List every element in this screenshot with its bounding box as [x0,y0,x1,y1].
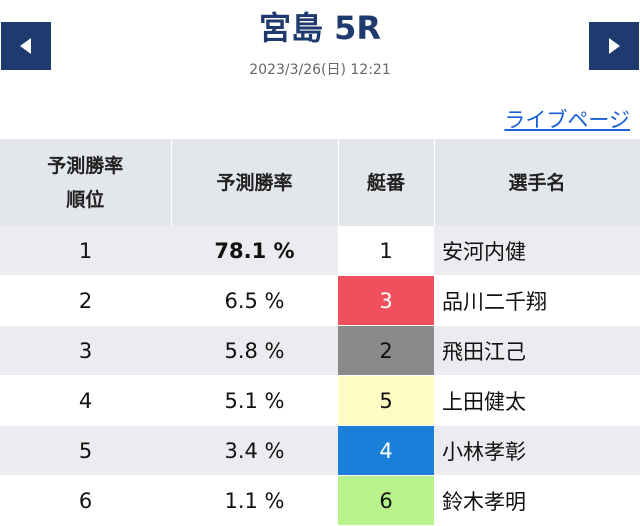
cell-racer-name: 飛田江己 [434,325,640,376]
cell-rate: 5.1 % [171,375,338,426]
column-header-name: 選手名 [434,139,640,226]
cell-rank: 2 [0,275,171,326]
page-title: 宮島 5R [258,9,382,47]
cell-rank: 5 [0,425,171,476]
cell-rate: 78.1 % [171,226,338,276]
column-header-boat: 艇番 [338,139,435,226]
cell-racer-name: 安河内健 [434,226,640,276]
prev-race-button[interactable] [1,22,51,70]
cell-racer-name: 上田健太 [434,375,640,426]
table-row: 6 1.1 % 6 鈴木孝明 [0,475,640,526]
table-row: 1 78.1 % 1 安河内健 [0,226,640,276]
arrow-left-icon [20,38,31,54]
cell-racer-name: 鈴木孝明 [434,475,640,526]
table-row: 2 6.5 % 3 品川二千翔 [0,275,640,326]
cell-boat-number: 4 [338,425,434,476]
cell-boat-number: 5 [338,375,434,426]
cell-boat-number: 6 [338,475,434,526]
cell-rate: 6.5 % [171,275,338,326]
cell-rank: 6 [0,475,171,526]
cell-boat-number: 1 [338,226,434,276]
column-header-rate: 予測勝率 [171,139,339,226]
next-race-button[interactable] [589,22,639,70]
cell-boat-number: 2 [338,325,434,376]
prediction-table: 予測勝率 順位 予測勝率 艇番 選手名 1 78.1 % 1 安河内健 2 6.5 % 3 品… [0,139,640,526]
cell-rate: 1.1 % [171,475,338,526]
cell-rank: 1 [0,226,171,276]
cell-boat-number: 3 [338,275,434,326]
table-row: 5 3.4 % 4 小林孝彰 [0,425,640,476]
cell-rate: 5.8 % [171,325,338,376]
cell-rate: 3.4 % [171,425,338,476]
live-page-link[interactable]: ライブページ [504,108,630,132]
cell-rank: 4 [0,375,171,426]
cell-rank: 3 [0,325,171,376]
cell-racer-name: 品川二千翔 [434,275,640,326]
column-header-rank-line2: 順位 [66,188,105,211]
table-header-row: 予測勝率 順位 予測勝率 艇番 選手名 [0,139,640,226]
cell-racer-name: 小林孝彰 [434,425,640,476]
table-row: 4 5.1 % 5 上田健太 [0,375,640,426]
table-row: 3 5.8 % 2 飛田江己 [0,325,640,376]
race-datetime: 2023/3/26(日) 12:21 [249,62,391,78]
arrow-right-icon [609,38,620,54]
column-header-rank: 予測勝率 順位 [0,139,172,226]
column-header-rank-line1: 予測勝率 [47,154,124,177]
